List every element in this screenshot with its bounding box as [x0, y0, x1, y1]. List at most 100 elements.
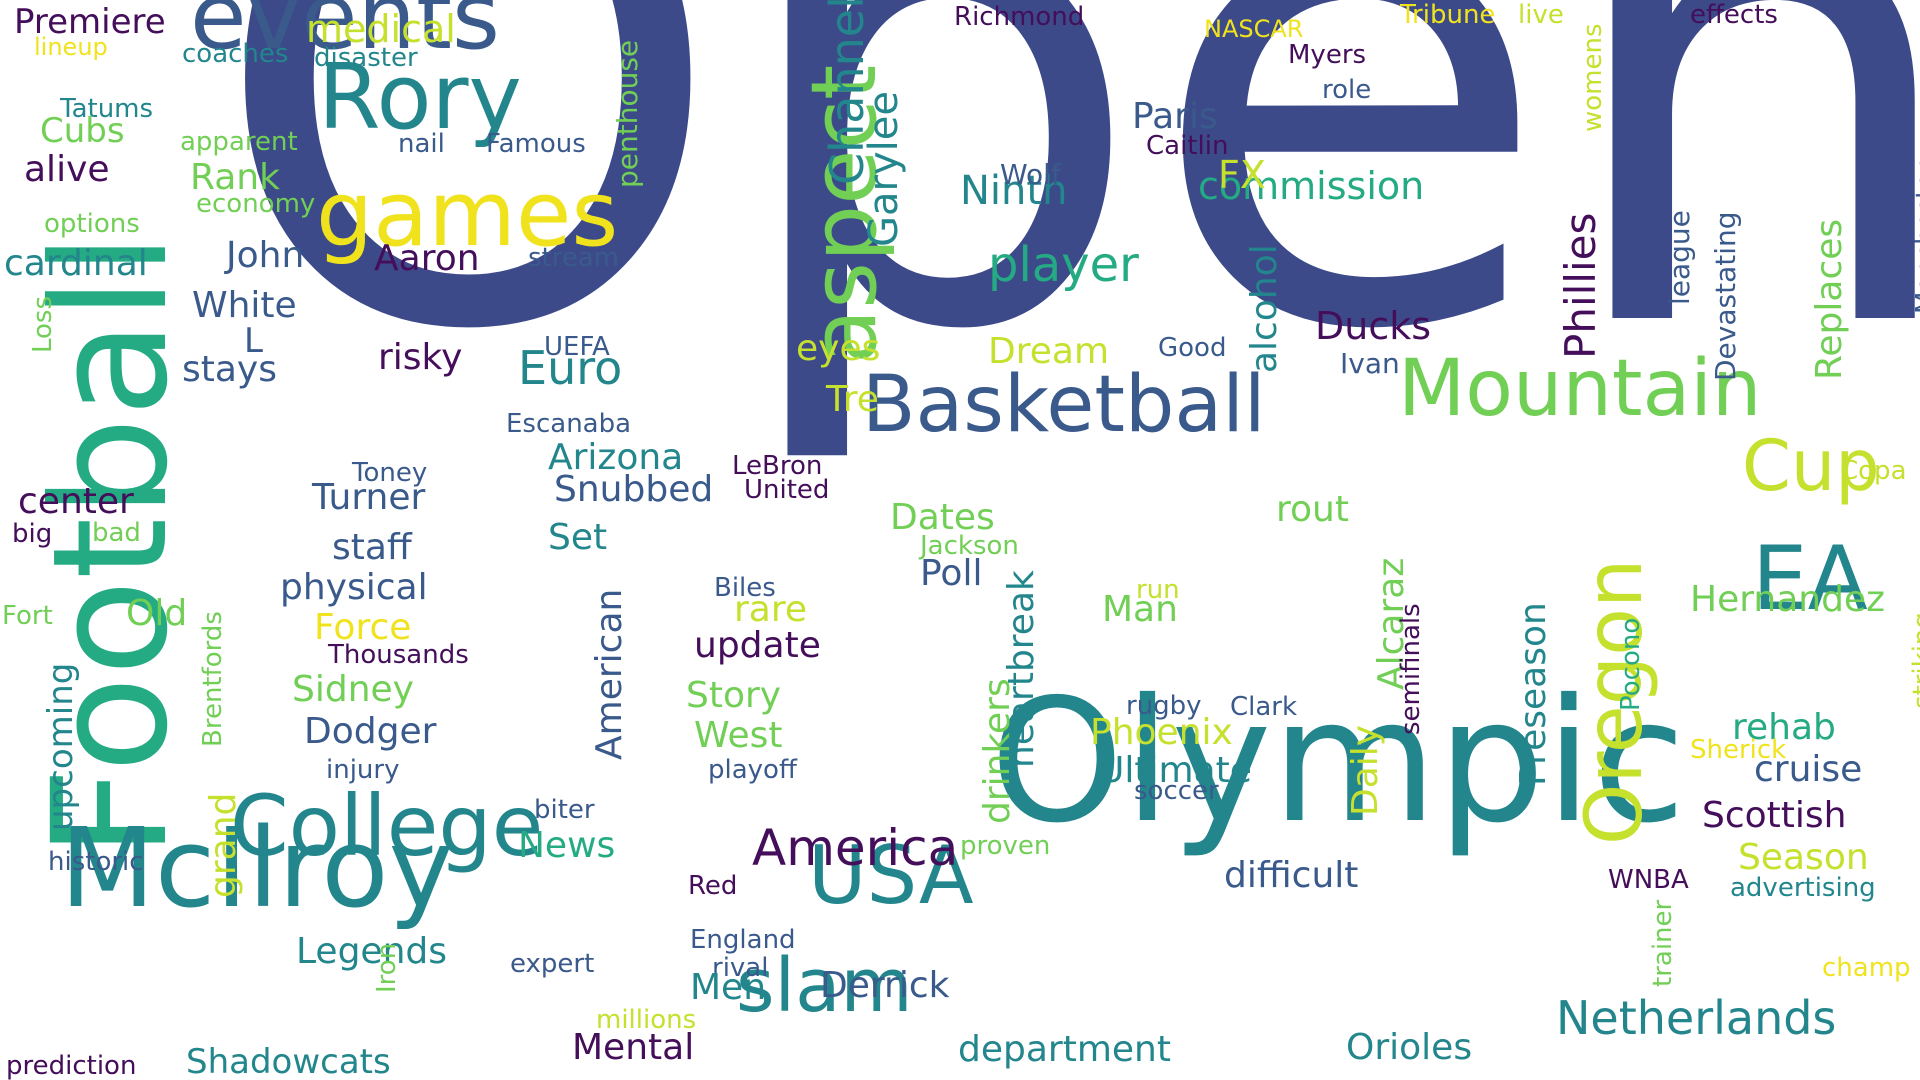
word-semifinals: semifinals [1396, 602, 1426, 735]
word-basketball: Basketball [862, 359, 1266, 450]
word-proven: proven [960, 830, 1051, 861]
word-expert: expert [510, 948, 595, 979]
word-john: John [226, 234, 305, 276]
word-rugby: rugby [1126, 690, 1202, 721]
word-news: News [518, 824, 616, 866]
word-pocono: Pocono [1616, 617, 1646, 711]
word-open: Open [208, 0, 1920, 474]
word-old: Old [126, 592, 188, 634]
word-men: Men [690, 966, 767, 1008]
word-usa: USA [808, 829, 974, 922]
word-iron: Iron [372, 942, 402, 993]
word-mountain: Mountain [1398, 343, 1762, 434]
word-england: England [690, 924, 796, 955]
word-devastating: Devastating [1709, 211, 1742, 381]
word-hernandez: Hernandez [1690, 578, 1885, 620]
word-trainer: trainer [1648, 899, 1678, 987]
word-historic: historic [48, 846, 144, 877]
word-america: America [752, 819, 959, 877]
word-cup: Cup [1742, 425, 1880, 507]
word-brentfords: Brentfords [198, 610, 228, 747]
word-cubs: Cubs [40, 111, 125, 152]
word-player: player [988, 236, 1139, 293]
word-richmond: Richmond [954, 1, 1085, 32]
word-escanaba: Escanaba [506, 408, 632, 439]
word-dodger: Dodger [304, 710, 437, 752]
word-thousands: Thousands [328, 639, 469, 670]
word-netherlands: Netherlands [1556, 990, 1837, 1045]
word-update: update [694, 624, 821, 666]
word-biter: biter [534, 794, 595, 825]
word-alcohol: alcohol [1244, 243, 1285, 373]
word-replaces: Replaces [1809, 218, 1850, 380]
word-biles: Biles [714, 572, 776, 603]
word-american: American [589, 588, 630, 760]
word-cruise: cruise [1754, 748, 1863, 790]
word-difficult: difficult [1224, 854, 1359, 896]
word-team: Team [618, 0, 1920, 20]
word-olympic: Olympic [990, 663, 1686, 861]
word-phillies: Phillies [1556, 212, 1605, 360]
word-jackson: Jackson [920, 530, 1019, 561]
word-manchester: Manchester [1911, 161, 1920, 314]
word-options: options [44, 208, 140, 239]
word-nail: nail [398, 128, 445, 159]
word-wnba: WNBA [1608, 864, 1689, 895]
word-snubbed: Snubbed [554, 468, 714, 510]
word-copa: Copa [1840, 455, 1907, 486]
word-mcilroy: McIlroy [60, 804, 454, 932]
word-arizona: Arizona [548, 436, 684, 478]
word-disaster: disaster [314, 42, 418, 73]
word-daily: Daily [1345, 724, 1386, 816]
word-red: Red [688, 870, 738, 901]
word-tribune: Tribune [1400, 0, 1496, 30]
word-set: Set [548, 516, 608, 558]
word-ea: EA [1752, 526, 1868, 630]
word-euro: Euro [518, 340, 623, 395]
word-force: Force [314, 606, 412, 648]
word-west: West [694, 714, 783, 756]
word-department: department [958, 1028, 1171, 1070]
word-phoenix: Phoenix [1090, 711, 1233, 753]
word-preseason: Preseason [1513, 601, 1554, 786]
word-clark: Clark [1230, 691, 1298, 722]
word-eyes: eyes [796, 327, 881, 369]
word-run: run [1136, 574, 1180, 605]
word-bad: bad [92, 517, 141, 548]
word-myers: Myers [1288, 39, 1367, 70]
word-lebron: LeBron [732, 450, 823, 481]
word-injury: injury [326, 754, 400, 785]
word-dream: Dream [988, 330, 1110, 372]
word-legends: Legends [296, 930, 447, 972]
word-role: role [1322, 74, 1372, 105]
word-economy: economy [196, 188, 316, 219]
word-ivan: Ivan [1340, 346, 1400, 380]
word-soccer: soccer [1134, 775, 1219, 806]
word-premiere: Premiere [14, 2, 166, 43]
word-good: Good [1158, 332, 1227, 363]
word-alive: alive [24, 148, 110, 190]
word-paris: Paris [1132, 95, 1218, 137]
word-famous: Famous [486, 128, 586, 159]
word-aaron: Aaron [374, 237, 480, 279]
word-mental: Mental [572, 1026, 695, 1068]
word-derrick: Derrick [820, 964, 950, 1006]
word-uefa: UEFA [544, 331, 610, 362]
word-scottish: Scottish [1702, 794, 1847, 836]
word-dates: Dates [890, 496, 995, 538]
word-big: big [12, 518, 53, 549]
word-fx: FX [1218, 152, 1266, 197]
word-tatums: Tatums [60, 93, 154, 124]
word-man: Man [1102, 588, 1178, 630]
word-wolf: Wolf [1000, 157, 1061, 191]
word-sherick: Sherick [1690, 734, 1787, 765]
word-ultimate: Ultimate [1098, 749, 1252, 791]
word-rehab: rehab [1732, 706, 1836, 748]
word-story: Story [686, 674, 782, 716]
word-loss: Loss [28, 295, 58, 353]
word-league: league [1663, 209, 1696, 305]
word-garylee: Garylee [861, 91, 907, 247]
word-stays: stays [182, 348, 277, 390]
word-rival: rival [712, 952, 769, 983]
